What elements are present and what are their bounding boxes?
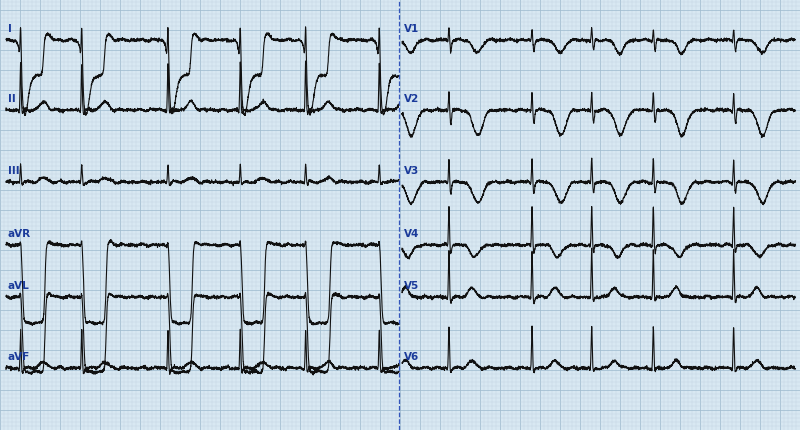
- Text: V6: V6: [404, 351, 419, 361]
- Text: III: III: [8, 166, 20, 175]
- Text: V4: V4: [404, 228, 419, 239]
- Text: II: II: [8, 94, 16, 104]
- Text: V3: V3: [404, 166, 419, 175]
- Text: aVF: aVF: [8, 351, 30, 361]
- Text: V1: V1: [404, 24, 419, 34]
- Text: I: I: [8, 24, 12, 34]
- Text: V2: V2: [404, 94, 419, 104]
- Text: aVL: aVL: [8, 280, 30, 290]
- Text: aVR: aVR: [8, 228, 31, 239]
- Text: V5: V5: [404, 280, 419, 290]
